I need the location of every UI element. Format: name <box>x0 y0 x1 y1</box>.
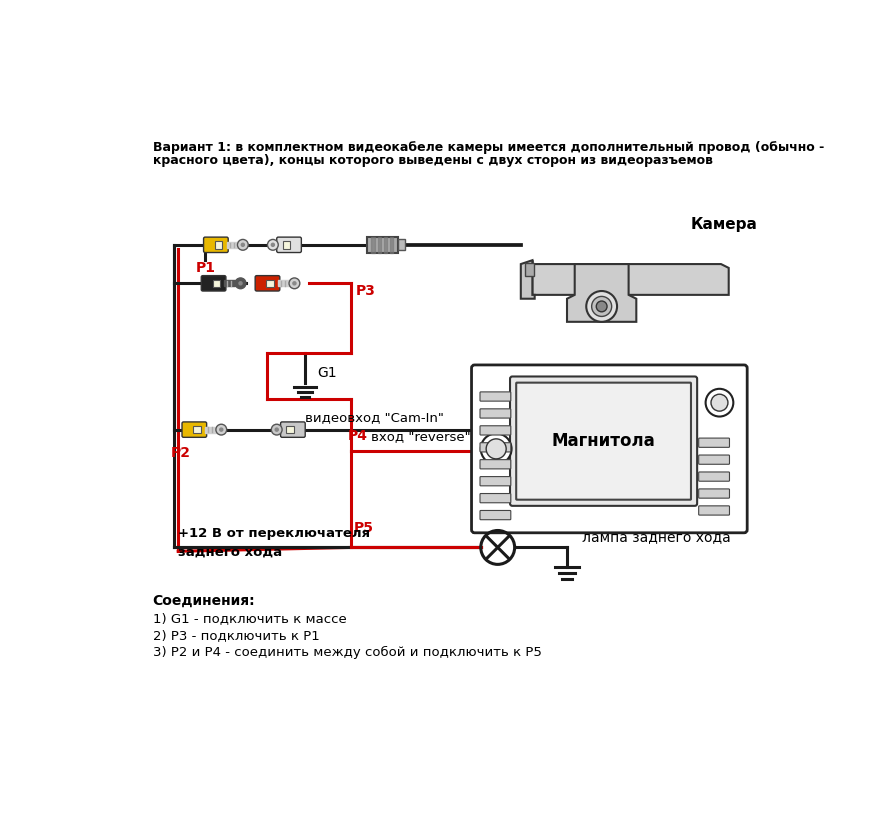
Text: лампа заднего хода: лампа заднего хода <box>583 530 731 544</box>
Text: P2: P2 <box>171 446 190 460</box>
Text: вход "reverse": вход "reverse" <box>370 429 470 443</box>
Bar <box>278 280 289 287</box>
Circle shape <box>293 282 296 285</box>
FancyBboxPatch shape <box>480 476 511 486</box>
Circle shape <box>220 428 223 431</box>
Bar <box>371 237 375 253</box>
Text: Соединения:: Соединения: <box>153 594 255 608</box>
Circle shape <box>591 296 612 316</box>
Bar <box>377 237 381 253</box>
Circle shape <box>235 278 246 289</box>
Circle shape <box>238 240 248 250</box>
FancyBboxPatch shape <box>202 276 226 291</box>
Bar <box>212 280 220 287</box>
Circle shape <box>711 394 728 411</box>
FancyBboxPatch shape <box>480 460 511 469</box>
Circle shape <box>481 433 512 464</box>
FancyBboxPatch shape <box>698 506 729 515</box>
FancyBboxPatch shape <box>480 426 511 435</box>
Text: 3) Р2 и Р4 - соединить между собой и подключить к Р5: 3) Р2 и Р4 - соединить между собой и под… <box>153 646 542 659</box>
Bar <box>215 241 223 249</box>
FancyBboxPatch shape <box>480 443 511 452</box>
Text: Камера: Камера <box>690 218 757 232</box>
Bar <box>390 237 393 253</box>
FancyBboxPatch shape <box>203 237 228 253</box>
Circle shape <box>289 278 300 289</box>
Text: P4: P4 <box>347 429 368 443</box>
Circle shape <box>586 291 617 322</box>
Text: P1: P1 <box>196 261 216 275</box>
Bar <box>367 237 398 253</box>
FancyBboxPatch shape <box>516 383 691 500</box>
FancyBboxPatch shape <box>480 511 511 520</box>
Circle shape <box>705 389 734 416</box>
FancyBboxPatch shape <box>480 392 511 401</box>
Text: 1) G1 - подключить к массе: 1) G1 - подключить к массе <box>153 612 347 625</box>
Circle shape <box>271 424 282 435</box>
FancyBboxPatch shape <box>280 422 305 438</box>
Bar <box>286 426 294 433</box>
Text: красного цвета), концы которого выведены с двух сторон из видеоразъемов: красного цвета), концы которого выведены… <box>153 154 713 167</box>
Bar <box>283 241 290 249</box>
Circle shape <box>486 439 507 459</box>
FancyBboxPatch shape <box>255 276 280 291</box>
Text: 2) Р3 - подключить к Р1: 2) Р3 - подключить к Р1 <box>153 629 319 642</box>
FancyBboxPatch shape <box>510 377 697 506</box>
Text: P5: P5 <box>354 521 374 535</box>
Text: Вариант 1: в комплектном видеокабеле камеры имеется дополнительный провод (обычн: Вариант 1: в комплектном видеокабеле кам… <box>153 141 824 154</box>
FancyBboxPatch shape <box>698 472 729 481</box>
Bar <box>398 240 405 250</box>
Polygon shape <box>532 260 728 295</box>
Polygon shape <box>521 260 535 299</box>
FancyBboxPatch shape <box>480 493 511 502</box>
Circle shape <box>275 428 278 431</box>
FancyBboxPatch shape <box>182 422 207 438</box>
FancyBboxPatch shape <box>698 455 729 464</box>
Bar <box>266 280 274 287</box>
FancyBboxPatch shape <box>698 438 729 447</box>
Text: P3: P3 <box>356 284 376 298</box>
Bar <box>205 427 216 433</box>
Bar <box>226 241 238 248</box>
Circle shape <box>268 240 278 250</box>
FancyBboxPatch shape <box>698 489 729 498</box>
FancyBboxPatch shape <box>277 237 301 253</box>
Text: G1: G1 <box>317 366 337 380</box>
Circle shape <box>241 243 244 246</box>
Text: видеовход "Cam-In": видеовход "Cam-In" <box>305 411 444 424</box>
Text: заднего хода: заднего хода <box>179 545 282 558</box>
Bar <box>194 426 201 433</box>
Circle shape <box>597 301 607 312</box>
Bar <box>225 280 235 287</box>
Bar <box>384 237 387 253</box>
FancyBboxPatch shape <box>480 409 511 418</box>
Bar <box>525 264 534 276</box>
Text: Магнитола: Магнитола <box>552 432 655 450</box>
Text: +12 В от переключателя: +12 В от переключателя <box>179 527 370 540</box>
FancyBboxPatch shape <box>471 365 747 533</box>
Circle shape <box>239 282 242 285</box>
Circle shape <box>271 243 274 246</box>
Circle shape <box>216 424 226 435</box>
Polygon shape <box>567 264 636 322</box>
